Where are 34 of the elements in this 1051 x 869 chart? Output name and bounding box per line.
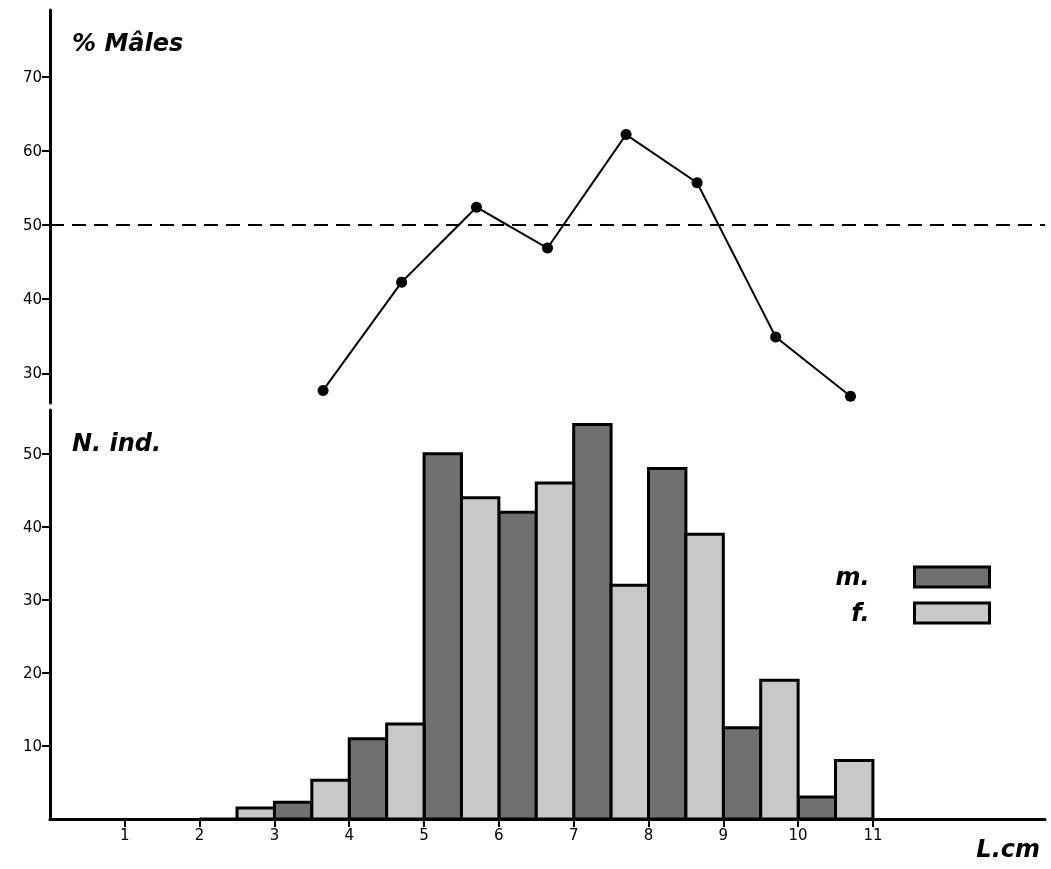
point bbox=[470, 201, 482, 213]
y-tick-label: 40 bbox=[22, 290, 42, 309]
x-tick-label: 6 bbox=[494, 825, 504, 844]
point bbox=[317, 384, 329, 396]
y-tick-label: 70 bbox=[22, 67, 42, 86]
x-tick-label: 4 bbox=[344, 825, 355, 844]
point bbox=[542, 242, 553, 254]
x-tick-label: 8 bbox=[643, 825, 654, 844]
y-tick-label: 50 bbox=[22, 216, 42, 235]
y-axis-title: N. ind. bbox=[72, 429, 162, 457]
point bbox=[770, 331, 782, 343]
y-tick-label: 20 bbox=[22, 663, 42, 682]
y-tick-label: 30 bbox=[22, 364, 42, 383]
legend-label: m. bbox=[835, 563, 870, 591]
point bbox=[396, 276, 408, 288]
legend-label: f. bbox=[851, 599, 870, 627]
y-tick-label: 30 bbox=[22, 590, 42, 609]
y-tick-label: 60 bbox=[22, 141, 42, 160]
x-tick-label: 9 bbox=[718, 825, 729, 844]
x-tick-label: 1 bbox=[120, 825, 130, 844]
y-tick-label: 50 bbox=[22, 444, 42, 463]
y-axis-title: % Mâles bbox=[72, 29, 184, 57]
x-tick-label: 3 bbox=[269, 825, 280, 844]
point bbox=[845, 390, 856, 402]
x-tick-label: 7 bbox=[568, 825, 579, 844]
y-tick-label: 10 bbox=[22, 736, 42, 755]
point bbox=[620, 129, 632, 141]
y-tick-label: 40 bbox=[22, 517, 42, 536]
x-tick-label: 5 bbox=[419, 825, 429, 844]
point bbox=[691, 177, 703, 189]
x-tick-label: 2 bbox=[194, 825, 205, 844]
x-tick-label: 10 bbox=[788, 825, 808, 844]
x-axis-title: L.cm bbox=[976, 835, 1040, 863]
x-tick-label: 11 bbox=[863, 825, 883, 844]
